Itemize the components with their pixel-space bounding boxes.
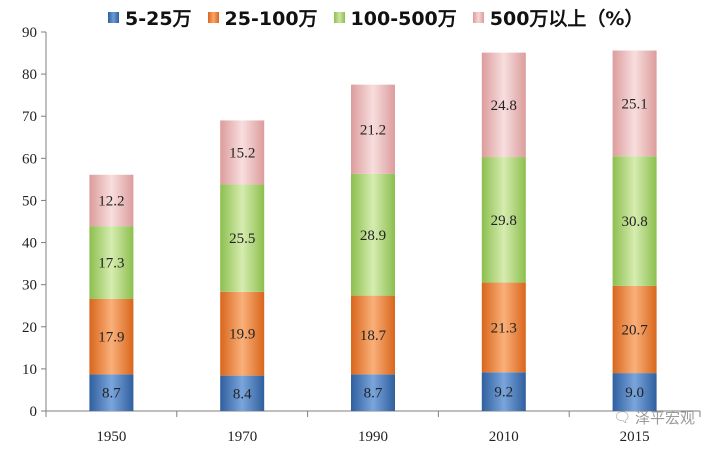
legend-label: 5-25万 — [125, 7, 192, 30]
bar-segment — [481, 157, 526, 283]
chat-bubble-icon: 🗨 — [613, 409, 631, 426]
x-tick-label: 1970 — [227, 429, 257, 445]
data-label: 24.8 — [491, 98, 517, 114]
data-label: 25.1 — [621, 96, 647, 112]
data-label: 8.7 — [102, 386, 121, 402]
data-label: 19.9 — [229, 327, 255, 343]
chart-legend: 5-25万 25-100万 100-500万 500万以上（%） — [108, 4, 643, 30]
bar-segment — [481, 52, 526, 158]
bar-segment — [612, 373, 657, 411]
data-label: 9.2 — [494, 385, 513, 401]
bar-segment — [612, 156, 657, 286]
legend-swatch — [108, 11, 119, 23]
legend-item-500-plus: 500万以上（%） — [472, 4, 644, 31]
data-label: 9.0 — [625, 385, 644, 401]
y-tick-label: 70 — [22, 109, 37, 125]
bar-segment — [351, 84, 395, 174]
bar-segment — [351, 374, 395, 411]
data-label: 12.2 — [98, 193, 124, 209]
legend-label: 25-100万 — [224, 7, 318, 30]
data-label: 30.8 — [621, 214, 647, 230]
legend-item-25-100: 25-100万 — [207, 4, 318, 31]
bar-segment — [89, 298, 134, 375]
data-label: 28.9 — [360, 228, 386, 244]
y-tick-label: 50 — [22, 193, 37, 209]
data-label: 17.3 — [98, 256, 124, 272]
legend-swatch — [207, 11, 219, 23]
legend-item-100-500: 100-500万 — [333, 4, 457, 31]
bar-segment — [89, 374, 134, 411]
y-tick-label: 80 — [22, 67, 37, 83]
bar-segment — [612, 285, 657, 374]
legend-swatch — [333, 11, 345, 23]
data-label: 21.3 — [491, 320, 517, 336]
data-label: 15.2 — [229, 145, 255, 161]
bar-segment — [481, 372, 526, 411]
x-tick-label: 2010 — [489, 429, 519, 445]
bar-segment — [351, 173, 395, 296]
data-label: 17.9 — [98, 330, 124, 346]
y-tick-label: 0 — [30, 404, 38, 420]
x-tick-label: 1950 — [96, 429, 126, 445]
x-tick-label: 1990 — [358, 429, 388, 445]
data-label: 18.7 — [360, 328, 387, 344]
data-label: 25.5 — [229, 231, 255, 247]
data-label: 29.8 — [491, 213, 517, 229]
y-tick-label: 10 — [22, 362, 37, 378]
data-label: 8.4 — [233, 386, 252, 402]
legend-label: 100-500万 — [350, 7, 457, 30]
y-tick-label: 30 — [22, 278, 37, 294]
bar-segment — [220, 375, 265, 411]
data-label: 21.2 — [360, 122, 386, 138]
bar-segment — [220, 120, 265, 185]
bar-segment — [481, 282, 526, 373]
y-tick-label: 40 — [22, 236, 37, 252]
bar-segment — [89, 226, 134, 299]
data-label: 8.7 — [364, 386, 383, 402]
legend-item-5-25: 5-25万 — [108, 4, 192, 31]
bar-segment — [220, 291, 265, 376]
bar-segment — [351, 295, 395, 375]
watermark-text: 泽平宏观 — [634, 409, 695, 427]
x-tick-label: 2015 — [620, 429, 650, 445]
bar-segment — [220, 184, 265, 292]
bar-segment — [89, 174, 134, 227]
watermark: 🗨 泽平宏观 — [613, 407, 695, 428]
data-label: 20.7 — [621, 323, 648, 339]
legend-swatch — [472, 11, 484, 23]
y-tick-label: 90 — [22, 25, 37, 41]
legend-label: 500万以上（%） — [489, 7, 644, 30]
y-tick-label: 20 — [22, 320, 37, 336]
y-tick-label: 60 — [22, 151, 37, 167]
bar-segment — [612, 50, 657, 157]
